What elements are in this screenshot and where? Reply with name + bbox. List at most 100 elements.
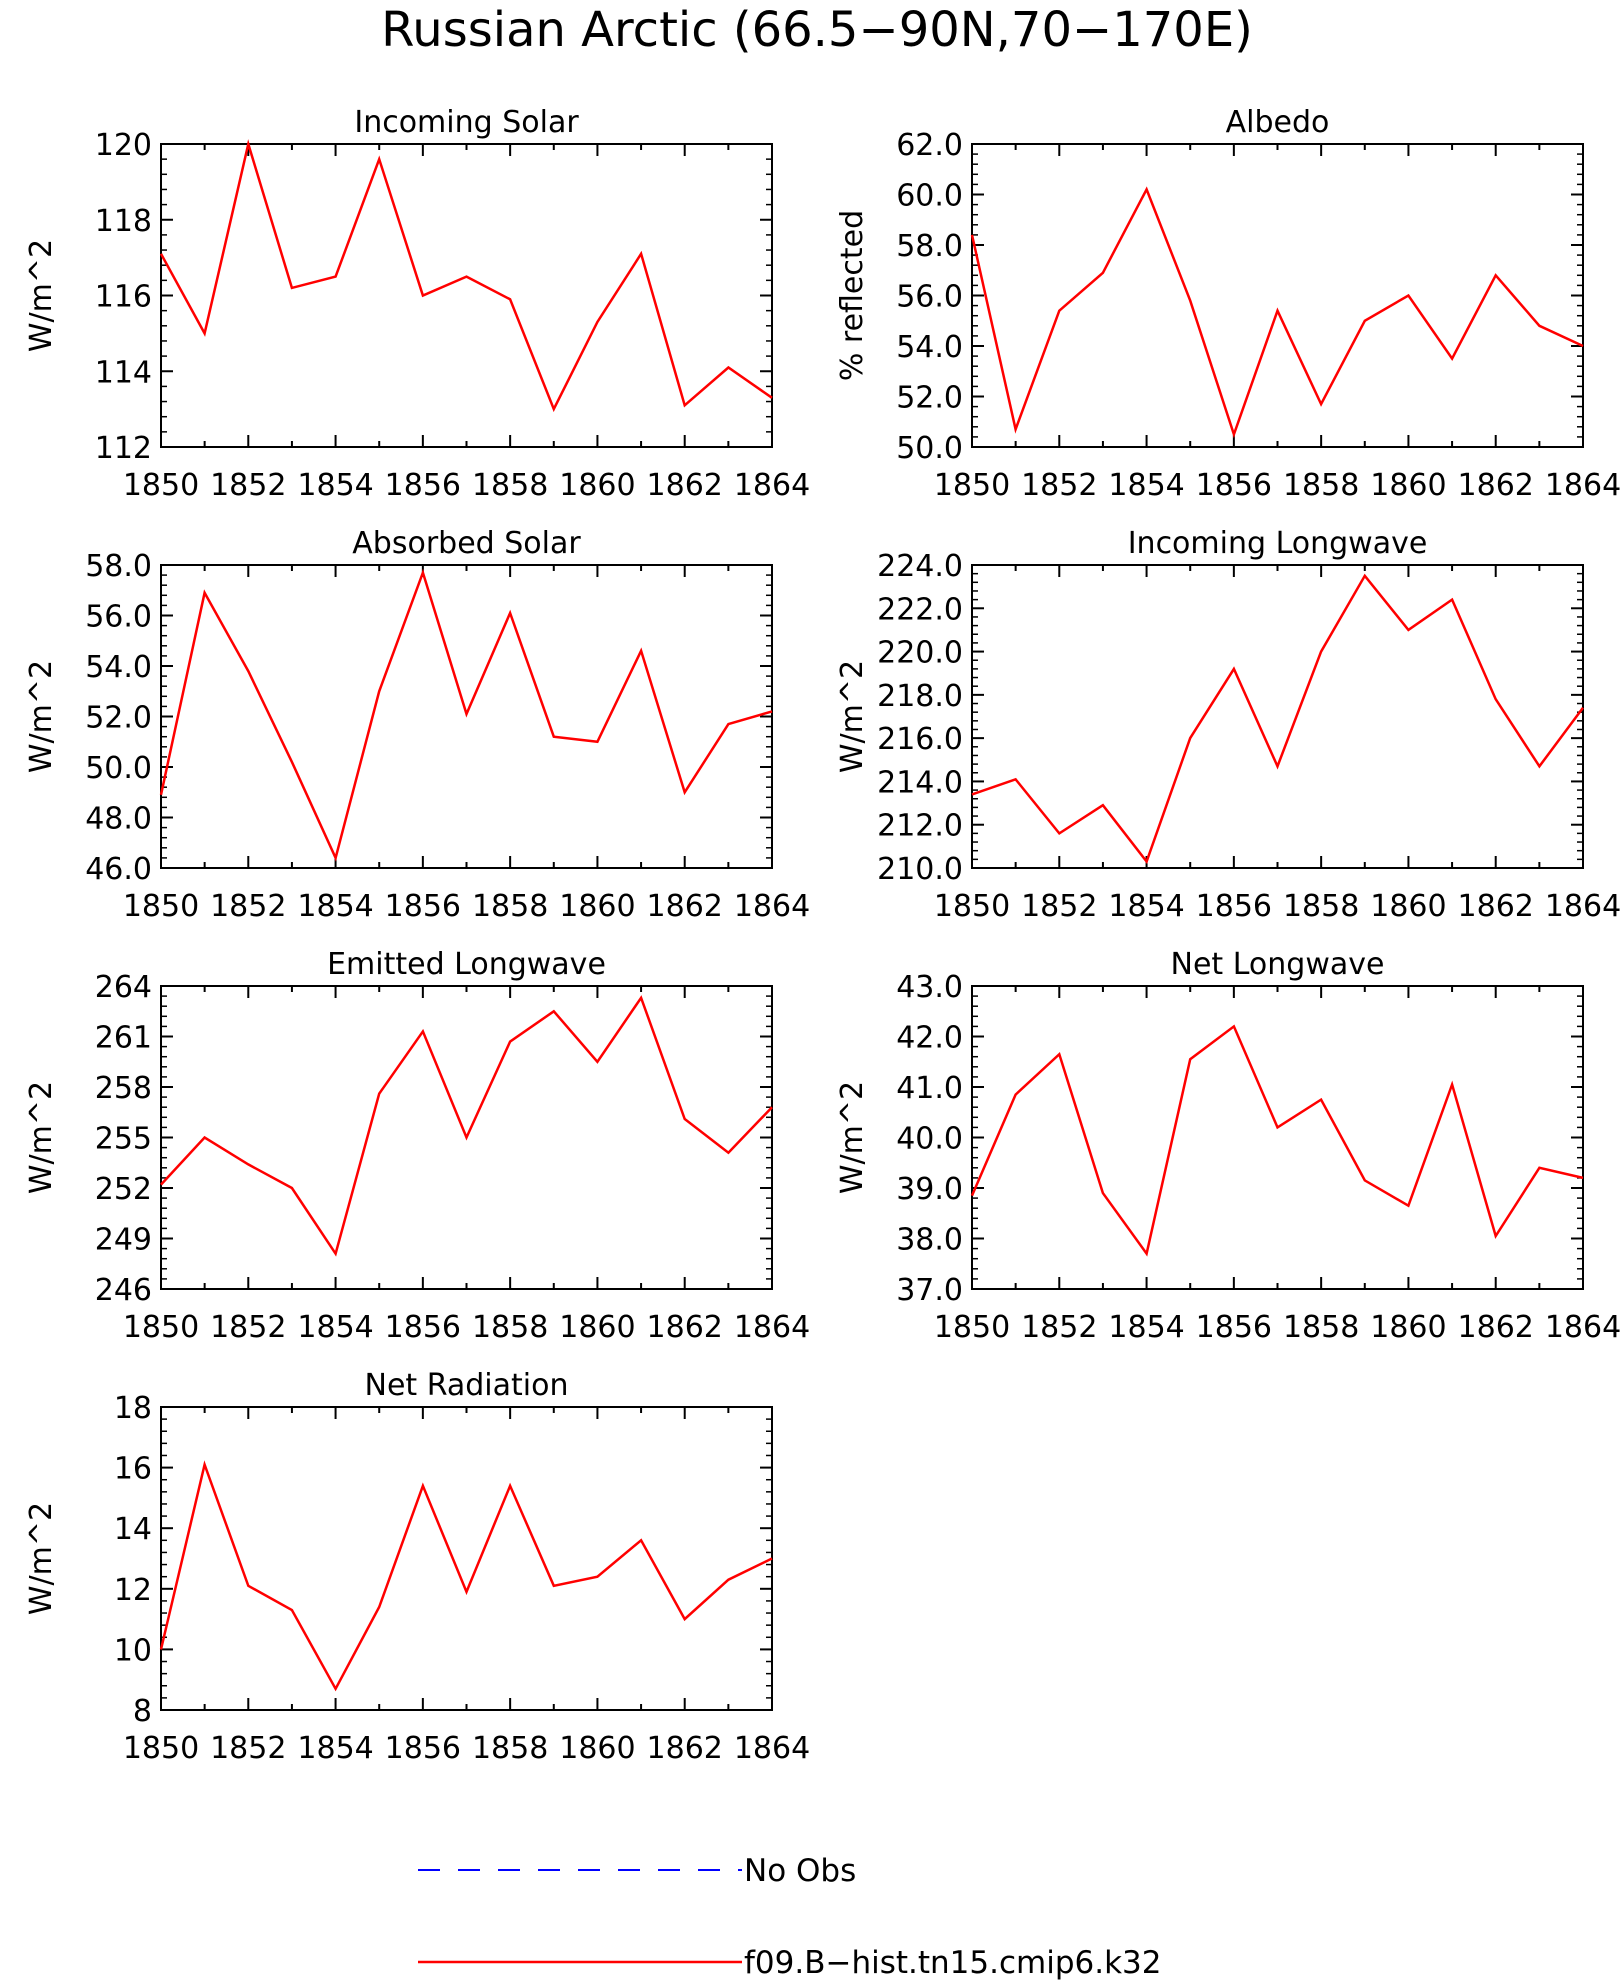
y-tick-label: 14 [114,1512,152,1547]
panel-albedo: Albedo % reflected 1850 1852 1854 1856 1858 186… [835,105,1620,503]
x-tick-label: 1860 [559,1731,635,1766]
panel-title: Absorbed Solar [352,526,581,561]
y-tick-label: 48.0 [85,802,152,837]
y-tick-label: 40.0 [896,1122,963,1157]
y-tick-label: 41.0 [896,1071,963,1106]
y-tick-label: 216.0 [877,722,963,757]
y-tick-label: 43.0 [896,970,963,1005]
x-tick-label: 1858 [1283,889,1359,924]
series-line-model [159,568,773,862]
x-tick-label: 1850 [934,889,1010,924]
y-axis-label: % reflected [835,210,870,381]
y-tick-label: 258 [95,1071,152,1106]
y-tick-label: 214.0 [877,765,963,800]
series-line-model [970,186,1584,439]
y-tick-label: 39.0 [896,1172,963,1207]
series-line-model [159,1460,773,1692]
x-tick-label: 1862 [647,1731,723,1766]
y-tick-label: 212.0 [877,809,963,844]
y-axis-label: W/m^2 [24,239,59,352]
y-tick-label: 16 [114,1452,152,1487]
series-line-model [160,995,773,1257]
y-tick-label: 10 [114,1633,152,1668]
x-tick-label: 1858 [472,468,548,503]
x-tick-label: 1864 [1545,468,1620,503]
series-line-model [970,1024,1584,1257]
x-tick-label: 1850 [934,1310,1010,1345]
x-tick-label: 1854 [297,889,373,924]
x-tick-label: 1852 [210,1731,286,1766]
x-tick-label: 1864 [734,1731,810,1766]
y-tick-label: 118 [95,204,152,239]
y-tick-label: 8 [133,1694,152,1729]
y-tick-label: 54.0 [896,330,963,365]
x-tick-label: 1854 [1108,468,1184,503]
x-tick-label: 1856 [385,889,461,924]
x-tick-label: 1856 [1196,468,1272,503]
x-tick-label: 1852 [210,889,286,924]
panel-title: Net Radiation [365,1368,569,1403]
panel-title: Net Longwave [1171,947,1385,982]
x-tick-label: 1850 [123,1310,199,1345]
y-tick-label: 120 [95,128,152,163]
x-tick-label: 1852 [1021,468,1097,503]
y-tick-label: 52.0 [85,701,152,736]
x-tick-label: 1858 [472,1310,548,1345]
series-line-model [971,573,1585,865]
x-tick-label: 1862 [1458,889,1534,924]
x-tick-label: 1850 [123,1731,199,1766]
y-tick-label: 210.0 [877,852,963,887]
y-tick-label: 56.0 [896,280,963,315]
x-tick-label: 1860 [1370,468,1446,503]
y-tick-label: 112 [95,431,152,466]
x-tick-label: 1860 [559,1310,635,1345]
y-axis-label: W/m^2 [835,1081,870,1194]
y-tick-label: 261 [95,1021,152,1056]
y-tick-label: 114 [95,355,152,390]
y-tick-label: 50.0 [85,751,152,786]
legend-label-no-obs: No Obs [744,1853,856,1889]
x-tick-label: 1852 [1021,889,1097,924]
y-tick-label: 222.0 [877,592,963,627]
x-tick-label: 1858 [1283,468,1359,503]
x-tick-label: 1862 [1458,468,1534,503]
y-tick-label: 62.0 [896,128,963,163]
x-tick-label: 1856 [385,1731,461,1766]
x-tick-label: 1852 [210,468,286,503]
y-tick-label: 42.0 [896,1021,963,1056]
x-tick-label: 1862 [1458,1310,1534,1345]
y-tick-label: 252 [95,1172,152,1207]
y-tick-label: 58.0 [85,549,152,584]
x-tick-label: 1864 [1545,889,1620,924]
y-tick-label: 218.0 [877,679,963,714]
y-tick-label: 56.0 [85,600,152,635]
x-tick-label: 1856 [385,1310,461,1345]
x-tick-label: 1860 [559,889,635,924]
y-tick-label: 58.0 [896,229,963,264]
y-tick-label: 50.0 [896,431,963,466]
series-line-model [159,139,773,413]
x-tick-label: 1854 [297,1310,373,1345]
x-tick-label: 1856 [1196,889,1272,924]
y-tick-label: 37.0 [896,1273,963,1308]
panel-title: Incoming Longwave [1128,526,1428,561]
panel-net-longwave: Net Longwave W/m^2 1850 1852 1854 1856 1858 186… [835,947,1620,1345]
figure-title: Russian Arctic (66.5−90N,70−170E) [381,2,1253,58]
panel-net-radiation: Net Radiation W/m^2 1850 1852 1854 1856 1858 18… [24,1368,810,1766]
x-tick-label: 1850 [934,468,1010,503]
x-tick-label: 1862 [647,1310,723,1345]
y-tick-label: 38.0 [896,1223,963,1258]
x-tick-label: 1860 [1370,889,1446,924]
x-tick-label: 1854 [1108,889,1184,924]
panel-title: Incoming Solar [354,105,579,140]
x-tick-label: 1854 [297,468,373,503]
x-tick-label: 1856 [385,468,461,503]
legend-label-model: f09.B−hist.tn15.cmip6.k32 [744,1945,1162,1980]
panel-title: Emitted Longwave [327,947,606,982]
panel-absorbed-solar: Absorbed Solar W/m^2 1850 1852 1854 1856 1858 1… [24,526,810,924]
panel-title: Albedo [1226,105,1330,140]
y-tick-label: 54.0 [85,650,152,685]
x-tick-label: 1860 [559,468,635,503]
x-tick-label: 1852 [210,1310,286,1345]
x-tick-label: 1850 [123,889,199,924]
